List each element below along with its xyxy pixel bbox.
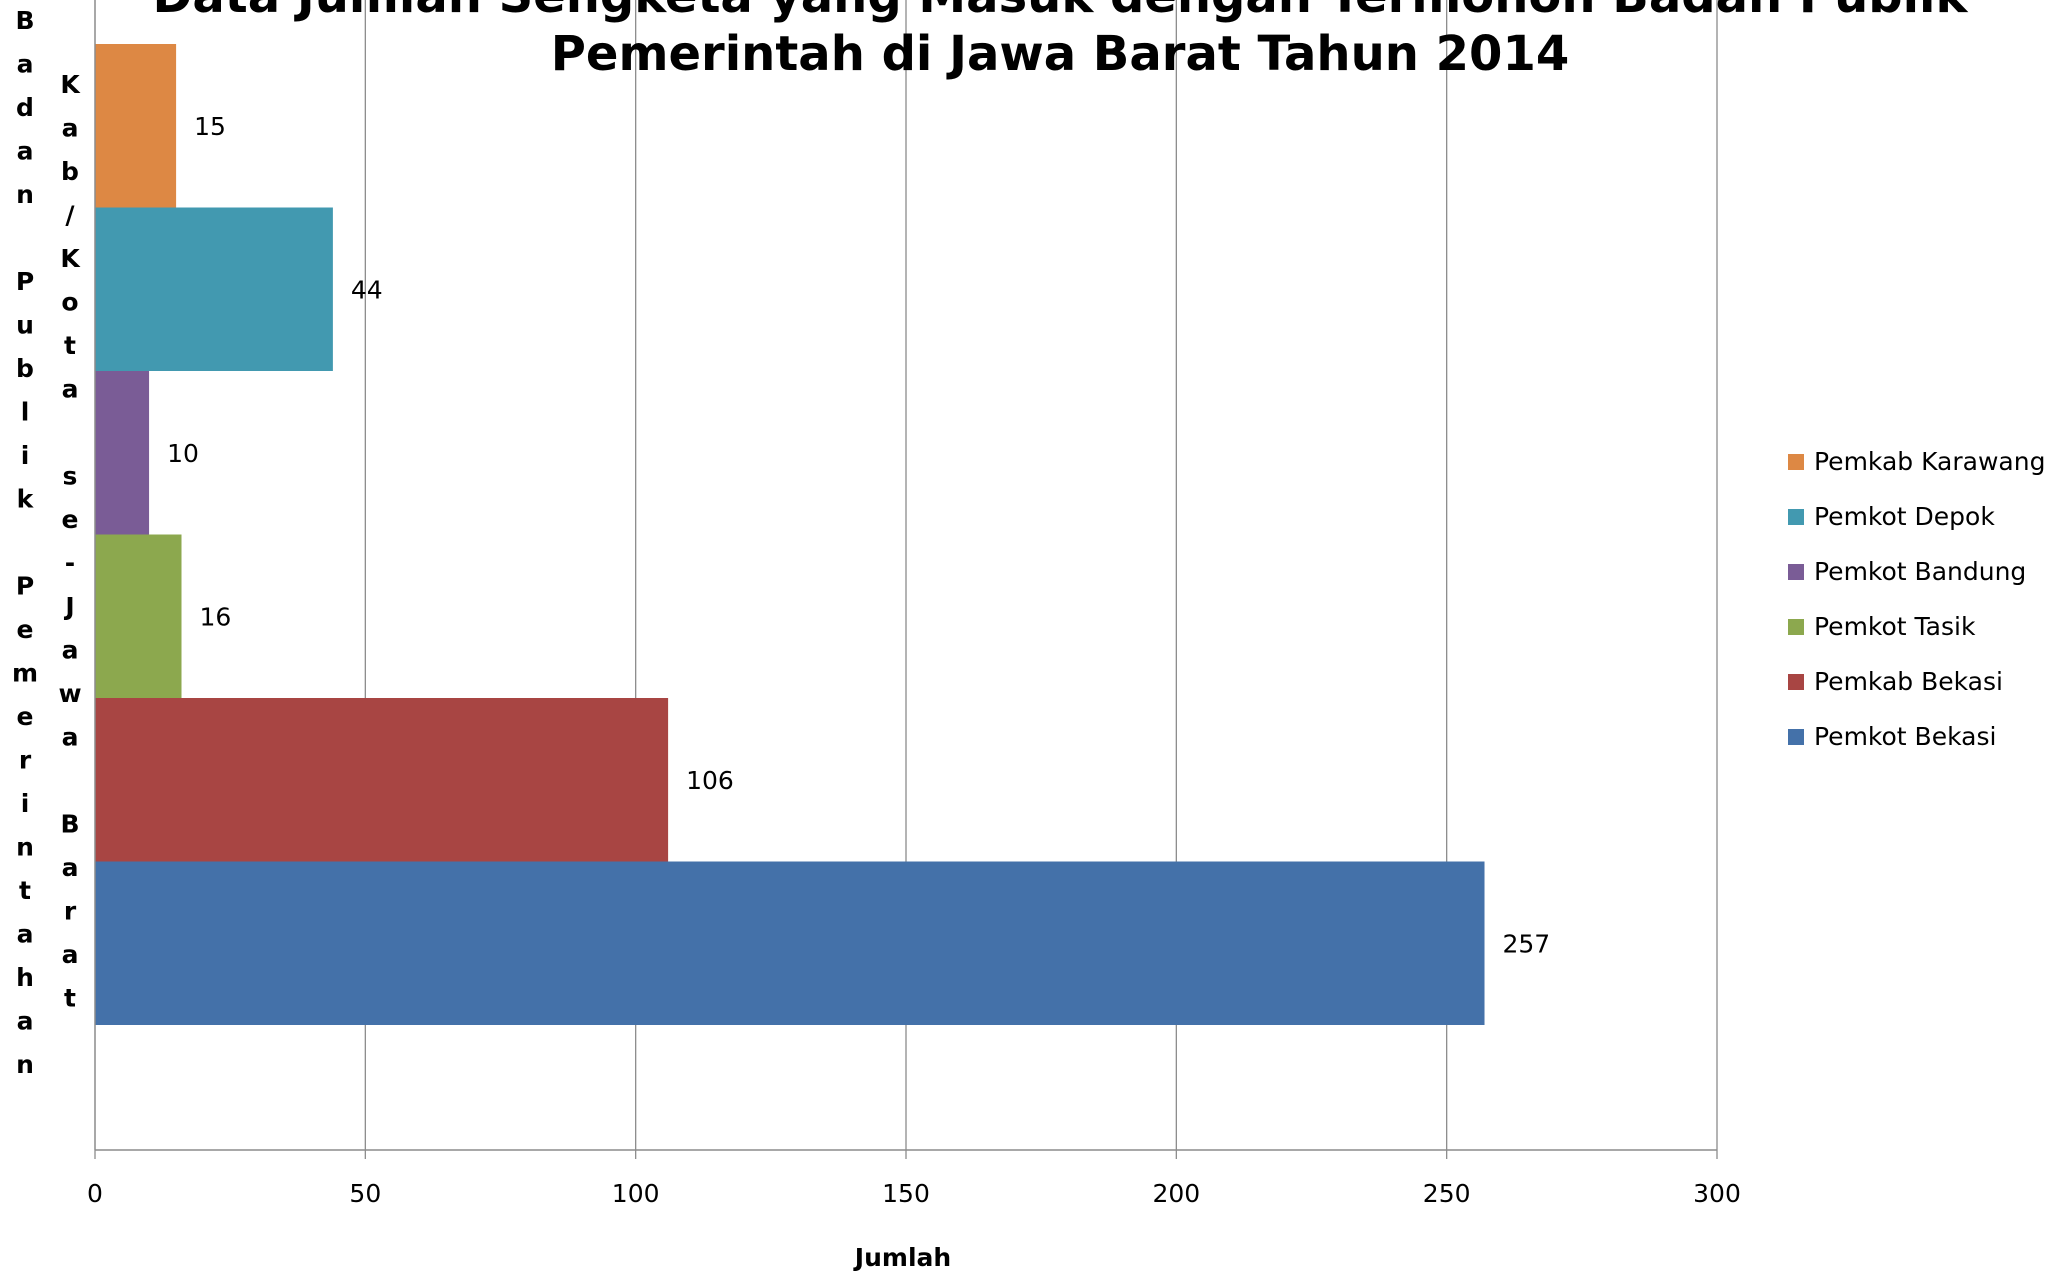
axis-title-char: r — [19, 746, 32, 775]
axis-title-char: - — [65, 549, 75, 578]
legend-label: Pemkab Bekasi — [1814, 667, 2003, 696]
axis-title-char: b — [16, 354, 34, 383]
axis-title-char: a — [62, 375, 79, 404]
axis-title-char: J — [63, 592, 74, 621]
x-tick-label: 150 — [882, 1179, 930, 1208]
axis-title-char: e — [62, 505, 79, 534]
axis-title-char: a — [62, 940, 79, 969]
data-label: 10 — [167, 439, 199, 468]
legend-label: Pemkot Depok — [1814, 502, 1995, 531]
chart-title: Data Jumlah Sengketa yang Masuk dengan T… — [153, 0, 1969, 82]
legend-swatch — [1788, 509, 1804, 525]
axis-title-char: / — [65, 201, 75, 230]
axis-title-char: i — [21, 789, 30, 818]
legend-label: Pemkot Tasik — [1814, 612, 1976, 641]
axis-title-char: h — [16, 963, 34, 992]
x-tick-label: 50 — [349, 1179, 381, 1208]
title-line-2: Pemerintah di Jawa Barat Tahun 2014 — [551, 26, 1570, 82]
bar-pemkot-depok — [95, 207, 333, 371]
axis-title-char: m — [12, 659, 38, 688]
axis-title-char: t — [19, 876, 31, 905]
axis-title-char: k — [17, 485, 35, 514]
axis-title-char: a — [17, 1007, 34, 1036]
axis-title-char: P — [16, 267, 34, 296]
axis-title-char: B — [60, 810, 79, 839]
bar-pemkab-karawang — [95, 44, 177, 208]
axis-title-char: B — [15, 6, 34, 35]
axis-title-char: r — [64, 897, 77, 926]
legend-label: Pemkot Bekasi — [1814, 722, 1996, 751]
bar-pemkot-tasik — [95, 534, 182, 698]
legend-label: Pemkab Karawang — [1814, 447, 2045, 476]
axis-title-char: s — [63, 462, 78, 491]
axis-title-char: a — [62, 114, 79, 143]
legend-label: Pemkot Bandung — [1814, 557, 2026, 586]
axis-title-char: a — [62, 636, 79, 665]
axis-title-char: w — [58, 679, 81, 708]
axis-title-char: e — [17, 702, 34, 731]
axis-title-char: t — [64, 984, 76, 1013]
legend: Pemkab Karawang Pemkot Depok Pemkot Bandun… — [1788, 447, 2045, 751]
axis-title-char: a — [17, 920, 34, 949]
axis-title-char: a — [62, 723, 79, 752]
data-label: 257 — [1503, 929, 1551, 958]
x-tick-label: 0 — [87, 1179, 103, 1208]
axis-title-char: e — [17, 615, 34, 644]
axis-title-char: d — [16, 93, 34, 122]
bar-pemkab-bekasi — [95, 698, 669, 862]
axis-title-char: a — [17, 50, 34, 79]
value-layer: 15 44 10 16 106 257 — [167, 112, 1550, 959]
axis-title-char: n — [16, 180, 34, 209]
title-line-1: Data Jumlah Sengketa yang Masuk dengan T… — [153, 0, 1969, 24]
axis-title-char: u — [16, 311, 34, 340]
bar-layer — [95, 44, 1485, 1025]
legend-swatch — [1788, 674, 1804, 690]
bar-pemkot-bekasi — [95, 861, 1485, 1025]
axis-title-char: a — [17, 137, 34, 166]
data-label: 16 — [200, 602, 232, 631]
data-label: 15 — [194, 112, 226, 141]
axis-title-char: K — [60, 70, 81, 99]
data-label: 106 — [686, 766, 734, 795]
axis-title-char: l — [21, 398, 30, 427]
axis-title-char: t — [64, 331, 76, 360]
axis-title-char: i — [21, 441, 30, 470]
x-tick-label: 200 — [1152, 1179, 1200, 1208]
legend-swatch — [1788, 729, 1804, 745]
axis-title-char: n — [16, 833, 34, 862]
legend-swatch — [1788, 454, 1804, 470]
axis-title-char: o — [61, 288, 78, 317]
axis-title-char: n — [16, 1050, 34, 1079]
axis-title-char: K — [60, 244, 81, 273]
legend-swatch — [1788, 619, 1804, 635]
x-tick-label: 100 — [612, 1179, 660, 1208]
tick-layer: 0 50 100 150 200 250 300 — [87, 1150, 1741, 1208]
data-label: 44 — [351, 275, 383, 304]
bar-pemkot-bandung — [95, 371, 150, 535]
x-tick-label: 250 — [1423, 1179, 1471, 1208]
axis-title-char: b — [61, 157, 79, 186]
legend-swatch — [1788, 564, 1804, 580]
axis-title-char: a — [62, 853, 79, 882]
x-tick-label: 300 — [1693, 1179, 1741, 1208]
x-axis-title: Jumlah — [853, 1243, 951, 1272]
axis-title-char: P — [16, 572, 34, 601]
